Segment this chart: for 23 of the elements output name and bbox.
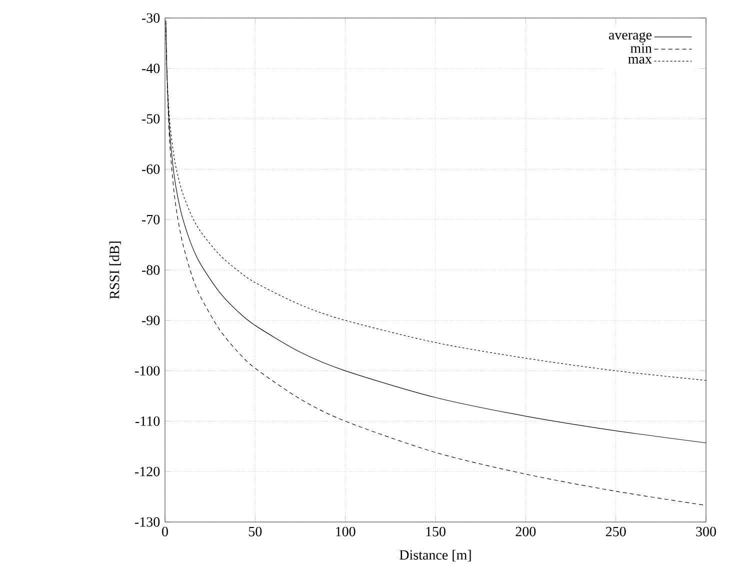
y-tick-label: -80 [142, 265, 160, 275]
y-tick-label: -30 [142, 13, 160, 23]
y-tick-label: -90 [142, 316, 160, 326]
x-axis-title: Distance [m] [400, 550, 471, 562]
y-tick-label: -70 [142, 214, 160, 224]
y-tick-label: -120 [134, 466, 160, 476]
y-tick-label: -130 [134, 517, 160, 527]
x-tick-label: 250 [606, 526, 626, 536]
legend-label: average [608, 32, 652, 42]
y-tick-label: -110 [136, 416, 160, 426]
legend-label: min [630, 44, 652, 53]
x-tick-label: 0 [162, 526, 168, 536]
legend-label: max [628, 56, 652, 64]
x-tick-label: 150 [426, 526, 446, 536]
y-tick-label: -40 [142, 64, 160, 74]
x-tick-label: 100 [336, 526, 356, 536]
y-tick-label: -100 [134, 366, 160, 376]
y-tick-label: -60 [142, 164, 160, 174]
x-tick-label: 200 [516, 526, 536, 536]
y-tick-label: -50 [142, 114, 160, 124]
y-axis-title: RSSI [dB] [109, 242, 121, 299]
x-tick-label: 300 [696, 526, 716, 536]
x-tick-label: 50 [248, 526, 262, 536]
